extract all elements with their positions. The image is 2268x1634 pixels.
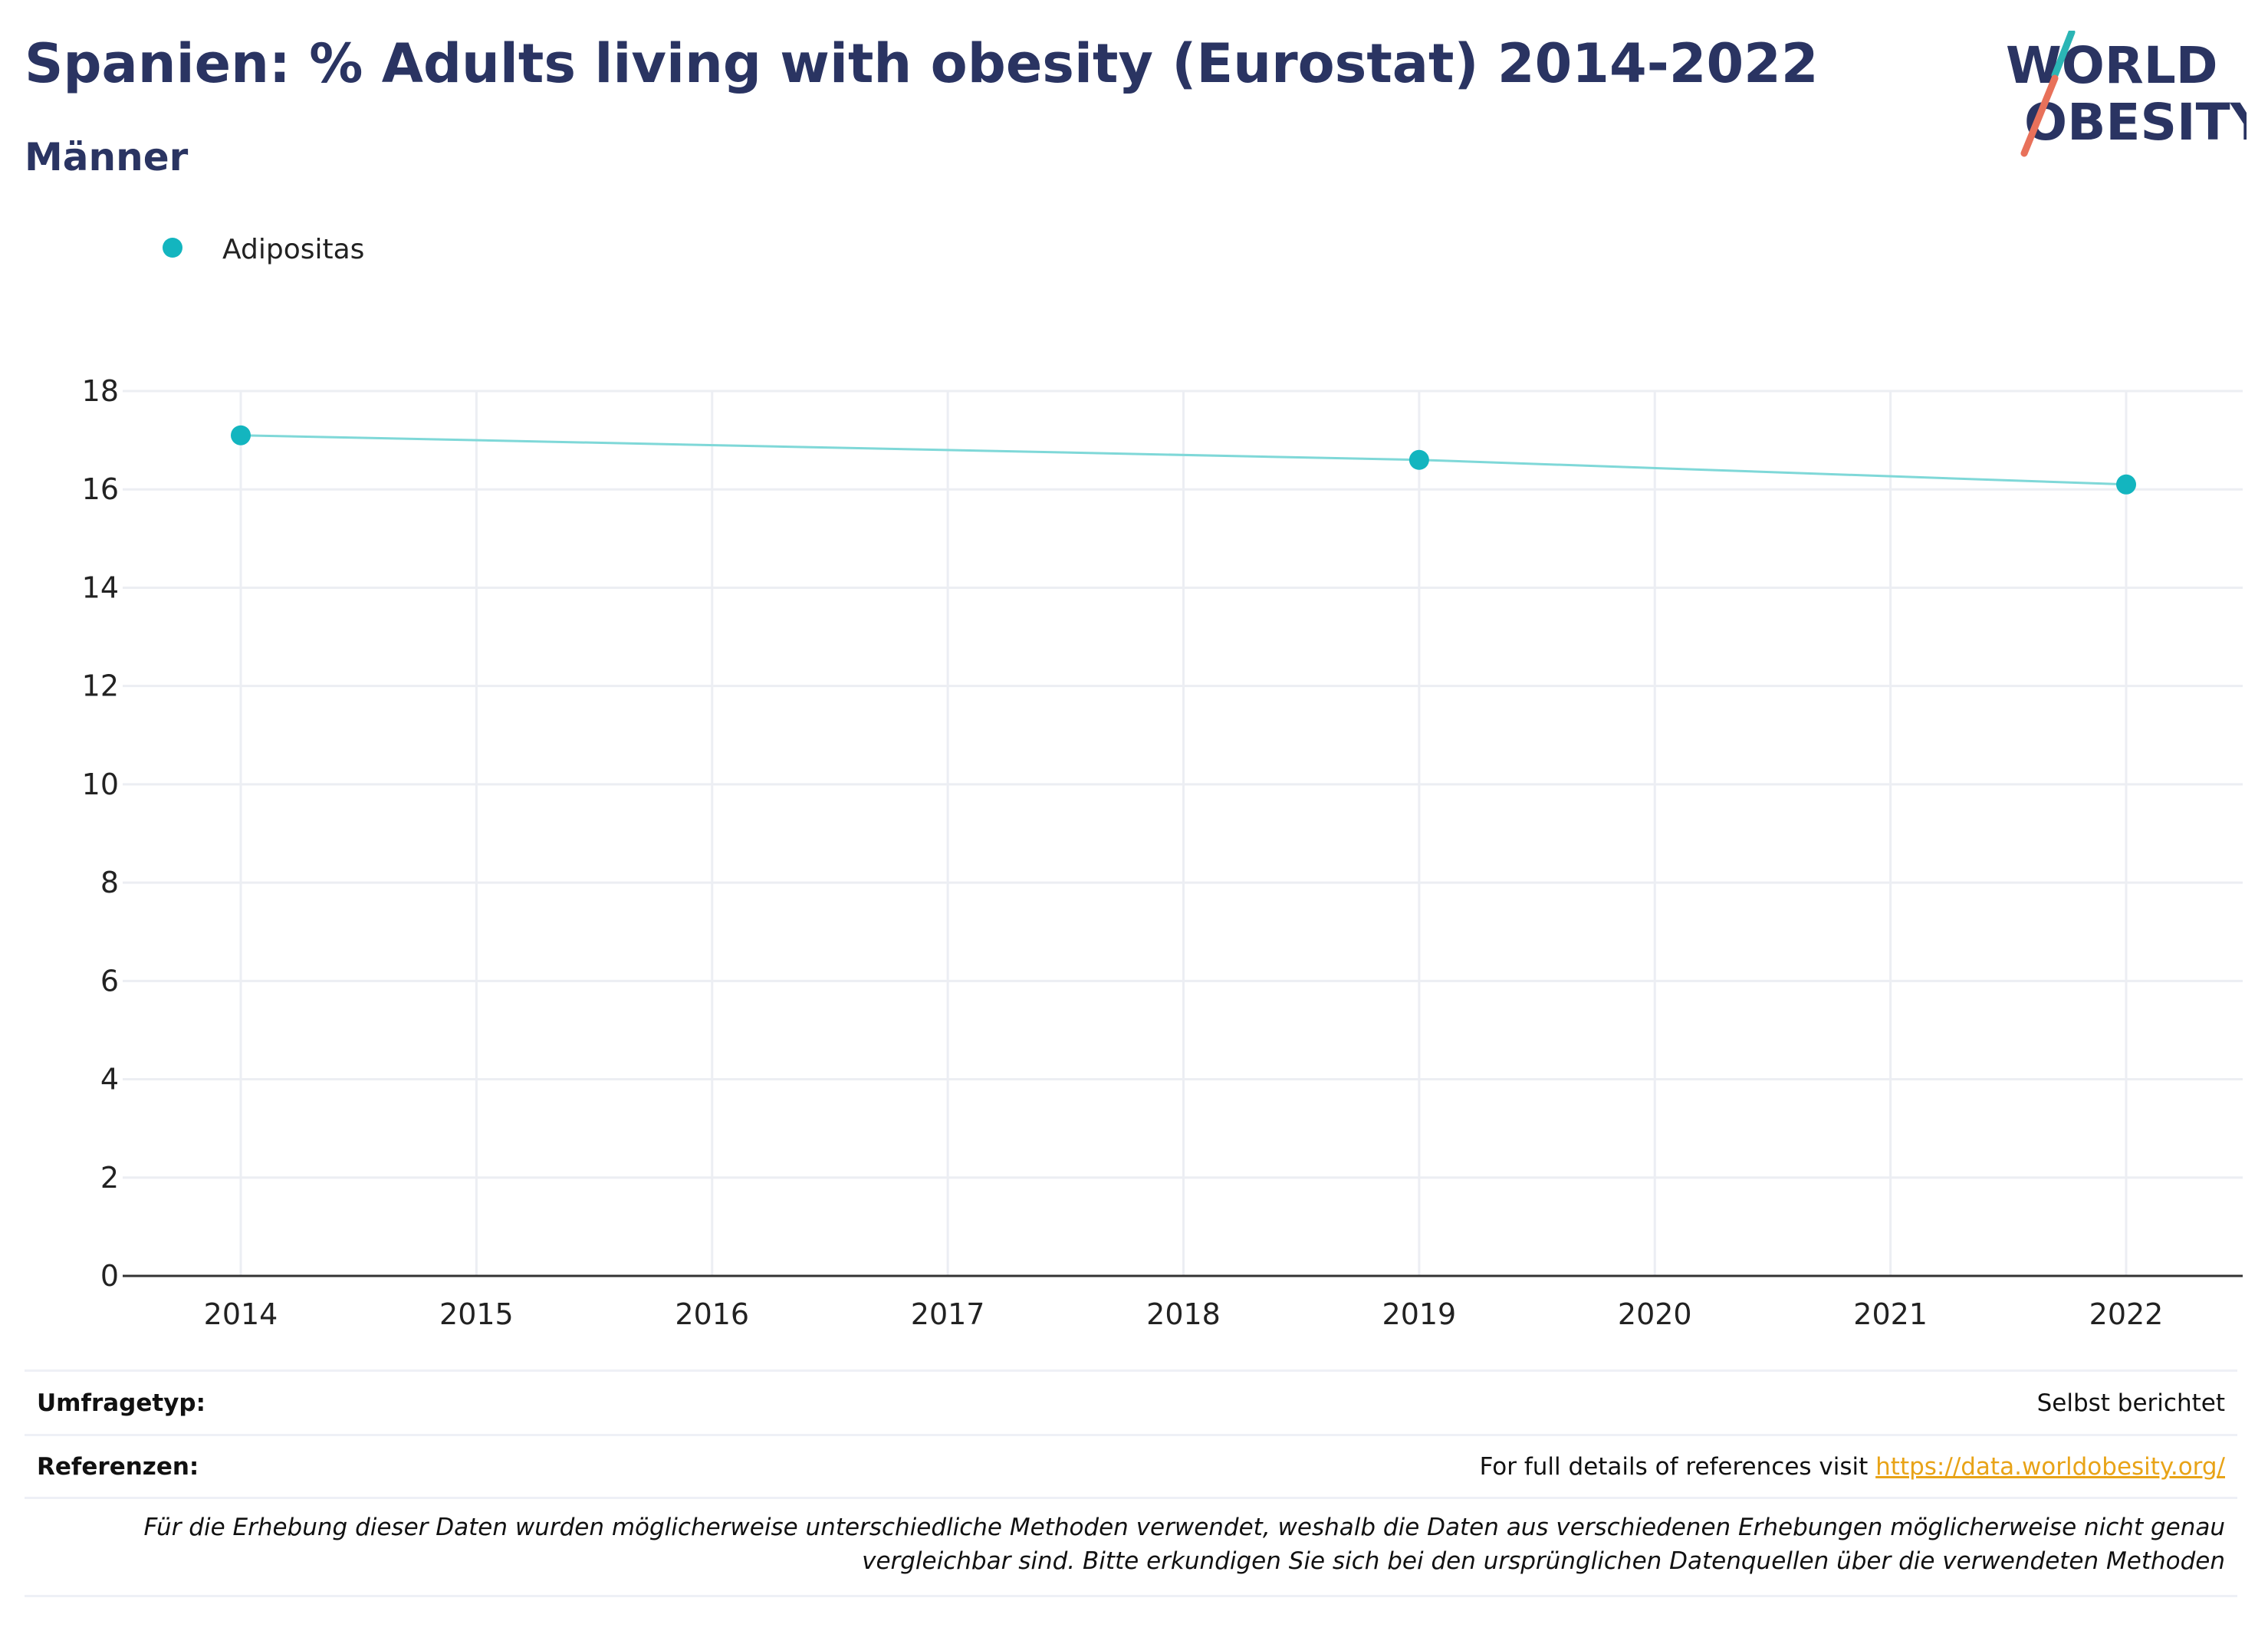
x-tick-label: 2016	[675, 1297, 749, 1331]
x-tick-label: 2021	[1853, 1297, 1928, 1331]
y-tick-label: 18	[82, 374, 119, 408]
data-point-2014[interactable]	[231, 425, 251, 445]
y-tick-label: 2	[100, 1161, 119, 1195]
y-tick-label: 16	[82, 472, 119, 506]
y-tick-label: 8	[100, 866, 119, 899]
x-tick-label: 2018	[1146, 1297, 1221, 1331]
y-tick-label: 12	[82, 669, 119, 703]
x-tick-label: 2015	[439, 1297, 514, 1331]
gridlines	[123, 390, 2243, 1276]
x-tick-label: 2020	[1618, 1297, 1692, 1331]
survey-type-value: Selbst berichtet	[2036, 1389, 2225, 1417]
legend-label-adipositas: Adipositas	[222, 234, 364, 265]
logo-slash-top	[2051, 31, 2076, 79]
legend-marker-adipositas	[163, 238, 182, 258]
world-obesity-logo: WORLD OBESITY	[2006, 31, 2247, 157]
references-text: For full details of references visit	[1479, 1453, 1869, 1481]
y-tick-label: 10	[82, 768, 119, 801]
logo-word-world: WORLD	[2006, 36, 2218, 95]
data-point-2022[interactable]	[2116, 474, 2136, 495]
methodology-note: Für die Erhebung dieser Daten wurden mög…	[143, 1514, 2225, 1575]
line-chart: 0 2 4 6 8 10 12 14 16 18 2014 2015 2016 2017 2018 2019 2…	[82, 234, 2243, 1331]
references-value: For full details of references visit htt…	[1480, 1453, 2225, 1481]
logo-word-obesity: OBESITY	[2024, 93, 2247, 152]
y-tick-label: 0	[100, 1259, 119, 1293]
x-tick-label: 2014	[204, 1297, 278, 1331]
references-link[interactable]: https://data.worldobesity.org/	[1875, 1453, 2225, 1481]
y-tick-label: 4	[100, 1063, 119, 1096]
references-label: Referenzen:	[37, 1453, 199, 1481]
logo-slash-bottom	[2020, 74, 2059, 157]
footer-divider	[25, 1595, 2237, 1597]
axis-ticks: 0 2 4 6 8 10 12 14 16 18 2014 2015 2016 2017 2018 2019 2…	[82, 374, 2164, 1331]
data-point-2019[interactable]	[1408, 449, 1429, 470]
legend[interactable]: Adipositas	[163, 234, 364, 265]
survey-type-label: Umfragetyp:	[37, 1389, 205, 1417]
x-tick-label: 2019	[1382, 1297, 1457, 1331]
chart-title: Spanien: % Adults living with obesity (E…	[25, 32, 1819, 95]
chart-subtitle: Männer	[25, 135, 189, 179]
x-tick-label: 2017	[911, 1297, 985, 1331]
footer-divider	[25, 1434, 2237, 1436]
x-tick-label: 2022	[2089, 1297, 2164, 1331]
series-adipositas	[231, 425, 2136, 495]
footer-divider	[25, 1369, 2237, 1372]
y-tick-label: 14	[82, 570, 119, 604]
footer-divider	[25, 1497, 2237, 1499]
y-tick-label: 6	[100, 964, 119, 998]
